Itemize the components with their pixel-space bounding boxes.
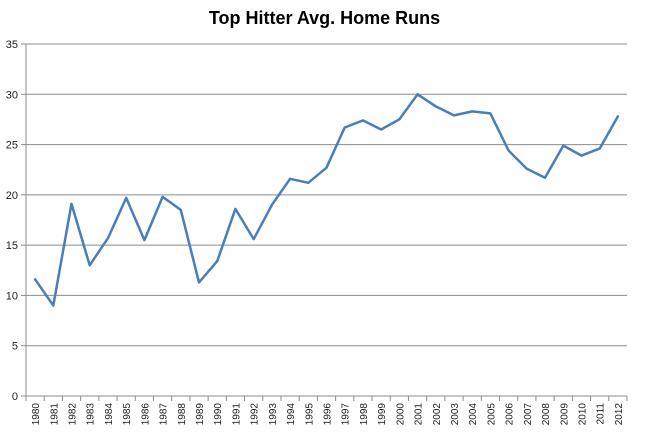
x-tick-label: 2006 [505,403,516,426]
y-tick-label: 25 [6,140,18,152]
x-tick-label: 2007 [523,403,534,426]
x-tick-label: 1998 [359,403,370,426]
y-tick-label: 35 [6,39,18,51]
x-tick-label: 2002 [432,403,443,426]
x-tick-label: 1982 [68,403,79,426]
x-tick-label: 2009 [559,403,570,426]
y-tick-label: 30 [6,89,18,101]
y-tick-label: 0 [12,391,18,403]
x-tick-label: 1993 [268,403,279,426]
x-tick-label: 1980 [31,403,42,426]
x-tick-label: 1995 [304,403,315,426]
chart-title: Top Hitter Avg. Home Runs [208,8,441,28]
x-tick-label: 2001 [414,403,425,426]
x-tick-label: 1997 [341,403,352,426]
x-tick-label: 1990 [213,403,224,426]
y-tick-label: 5 [12,341,18,353]
y-tick-label: 10 [6,290,18,302]
x-tick-label: 1991 [231,403,242,426]
x-tick-label: 1999 [377,403,388,426]
x-tick-label: 1989 [195,403,206,426]
x-tick-label: 2000 [395,403,406,426]
x-tick-label: 1988 [177,403,188,426]
x-tick-label: 2003 [450,403,461,426]
x-tick-label: 2010 [577,403,588,426]
x-tick-label: 2005 [486,403,497,426]
x-tick-label: 2011 [596,403,607,425]
x-tick-label: 1984 [104,403,115,426]
y-tick-label: 15 [6,240,18,252]
x-tick-label: 1996 [323,403,334,426]
x-tick-label: 1981 [49,403,60,426]
x-tick-label: 1992 [250,403,261,426]
y-tick-label: 20 [6,190,18,202]
x-tick-label: 1983 [86,403,97,426]
x-tick-label: 1986 [140,403,151,426]
series-line [33,93,620,307]
x-tick-label: 1985 [122,403,133,426]
x-tick-label: 1987 [159,403,170,426]
x-tick-label: 2008 [541,403,552,426]
x-tick-label: 1994 [286,403,297,426]
x-tick-label: 2012 [614,403,625,426]
x-tick-label: 2004 [468,403,479,426]
